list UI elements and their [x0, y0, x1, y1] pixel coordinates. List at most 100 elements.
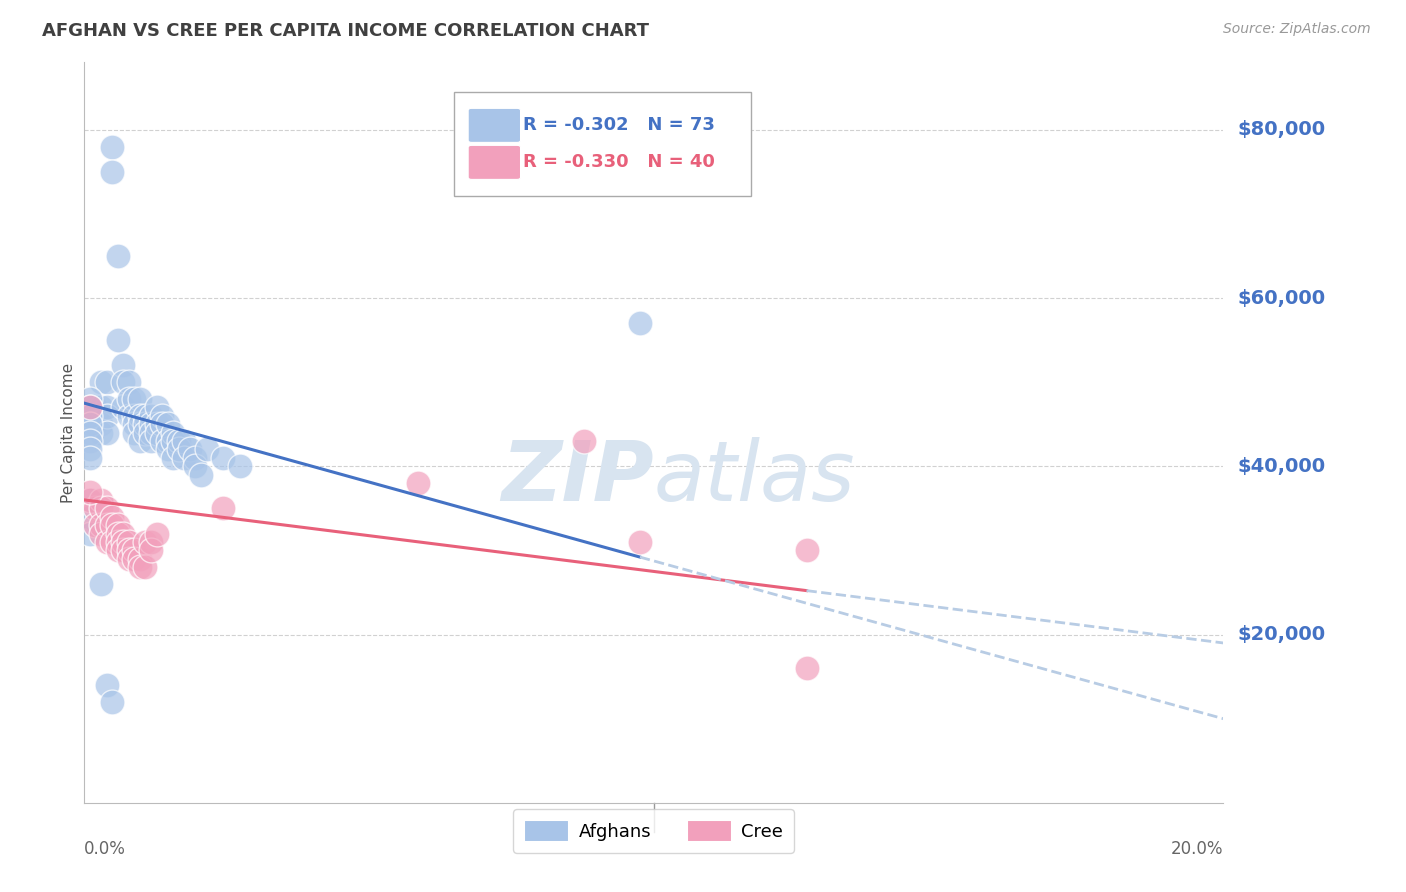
Y-axis label: Per Capita Income: Per Capita Income	[60, 362, 76, 503]
Point	[134, 425, 156, 440]
Point	[90, 501, 112, 516]
Point	[145, 417, 167, 432]
FancyBboxPatch shape	[454, 92, 751, 195]
Point	[107, 518, 129, 533]
Point	[112, 359, 135, 373]
Point	[124, 409, 146, 423]
Point	[101, 165, 124, 179]
Point	[79, 434, 101, 448]
Point	[156, 442, 179, 457]
Point	[96, 678, 118, 692]
Point	[96, 501, 118, 516]
Point	[79, 417, 101, 432]
Point	[184, 459, 207, 474]
Point	[96, 425, 118, 440]
Point	[162, 434, 184, 448]
Point	[150, 434, 173, 448]
Point	[84, 501, 107, 516]
Point	[118, 392, 141, 406]
Point	[112, 375, 135, 389]
Point	[139, 417, 162, 432]
Point	[84, 409, 107, 423]
Point	[96, 518, 118, 533]
Point	[96, 401, 118, 415]
Text: AFGHAN VS CREE PER CAPITA INCOME CORRELATION CHART: AFGHAN VS CREE PER CAPITA INCOME CORRELA…	[42, 22, 650, 40]
Point	[118, 543, 141, 558]
Point	[96, 535, 118, 549]
Text: ZIP: ZIP	[501, 436, 654, 517]
Point	[212, 450, 235, 465]
Point	[134, 560, 156, 574]
Point	[101, 518, 124, 533]
Point	[145, 526, 167, 541]
Point	[150, 409, 173, 423]
Point	[79, 392, 101, 406]
Point	[124, 392, 146, 406]
Point	[84, 401, 107, 415]
Point	[118, 375, 141, 389]
Text: R = -0.302   N = 73: R = -0.302 N = 73	[523, 116, 714, 135]
Point	[79, 401, 101, 415]
Point	[84, 417, 107, 432]
Point	[90, 518, 112, 533]
Point	[139, 409, 162, 423]
Point	[156, 417, 179, 432]
Point	[101, 509, 124, 524]
Point	[124, 425, 146, 440]
Legend: Afghans, Cree: Afghans, Cree	[513, 809, 794, 853]
Point	[124, 551, 146, 566]
Point	[90, 526, 112, 541]
Point	[90, 492, 112, 507]
Point	[112, 526, 135, 541]
Point	[112, 535, 135, 549]
Point	[112, 543, 135, 558]
Point	[129, 417, 152, 432]
Point	[107, 535, 129, 549]
Point	[129, 409, 152, 423]
Point	[96, 375, 118, 389]
Text: 20.0%: 20.0%	[1171, 840, 1223, 858]
Point	[118, 409, 141, 423]
Point	[84, 518, 107, 533]
Point	[79, 409, 101, 423]
Point	[173, 450, 195, 465]
Point	[796, 543, 818, 558]
Point	[79, 509, 101, 524]
Point	[406, 476, 429, 491]
Point	[90, 417, 112, 432]
Point	[173, 434, 195, 448]
Point	[167, 442, 190, 457]
Point	[156, 434, 179, 448]
Point	[129, 392, 152, 406]
Point	[145, 401, 167, 415]
Point	[150, 417, 173, 432]
Point	[162, 425, 184, 440]
Point	[90, 425, 112, 440]
Point	[124, 543, 146, 558]
Point	[124, 417, 146, 432]
Point	[167, 434, 190, 448]
Point	[139, 425, 162, 440]
Point	[139, 434, 162, 448]
Text: $40,000: $40,000	[1237, 457, 1326, 475]
Point	[79, 425, 101, 440]
Point	[101, 695, 124, 709]
Point	[134, 409, 156, 423]
Point	[129, 551, 152, 566]
Point	[107, 333, 129, 347]
Point	[139, 543, 162, 558]
Point	[195, 442, 218, 457]
Point	[574, 434, 596, 448]
Point	[229, 459, 252, 474]
Point	[118, 535, 141, 549]
Point	[79, 450, 101, 465]
Point	[184, 450, 207, 465]
Text: $20,000: $20,000	[1237, 625, 1326, 644]
Point	[79, 442, 101, 457]
Point	[107, 249, 129, 263]
Point	[129, 560, 152, 574]
Point	[101, 535, 124, 549]
Point	[107, 543, 129, 558]
Point	[139, 535, 162, 549]
Point	[79, 526, 101, 541]
